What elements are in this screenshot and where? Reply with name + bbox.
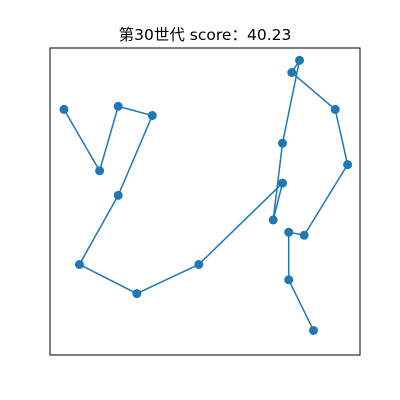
route-segment <box>281 59 301 144</box>
data-point <box>278 178 287 188</box>
data-point <box>268 215 278 225</box>
data-point <box>147 111 157 121</box>
plot-area-frame <box>49 47 361 356</box>
route-segment <box>78 194 119 266</box>
data-point <box>287 68 297 78</box>
data-point <box>309 325 318 335</box>
route-segment <box>303 163 349 237</box>
data-point <box>113 190 123 200</box>
route-segment <box>98 105 119 172</box>
route-segment <box>198 182 284 266</box>
plot-layer <box>59 55 353 335</box>
route-segment <box>78 263 138 295</box>
data-point <box>278 138 287 148</box>
data-point <box>330 104 340 114</box>
data-point <box>284 227 294 237</box>
chart-title: 第30世代 score：40.23 <box>119 26 292 44</box>
data-point <box>74 259 84 269</box>
data-point <box>343 160 353 170</box>
route-segment <box>272 142 284 221</box>
data-point <box>284 275 294 285</box>
data-point <box>95 166 105 176</box>
route-segment <box>117 105 154 117</box>
route-segment <box>334 108 349 166</box>
data-point <box>295 55 305 65</box>
route-segment <box>272 182 284 221</box>
data-point <box>59 104 69 114</box>
data-point <box>113 101 123 111</box>
route-segment <box>136 263 200 295</box>
route-segment <box>117 114 154 197</box>
route-segment <box>291 71 336 111</box>
data-point <box>132 289 142 299</box>
data-point <box>299 230 309 240</box>
route-segment <box>63 108 101 172</box>
data-point <box>194 259 204 269</box>
route-segment <box>287 279 315 332</box>
